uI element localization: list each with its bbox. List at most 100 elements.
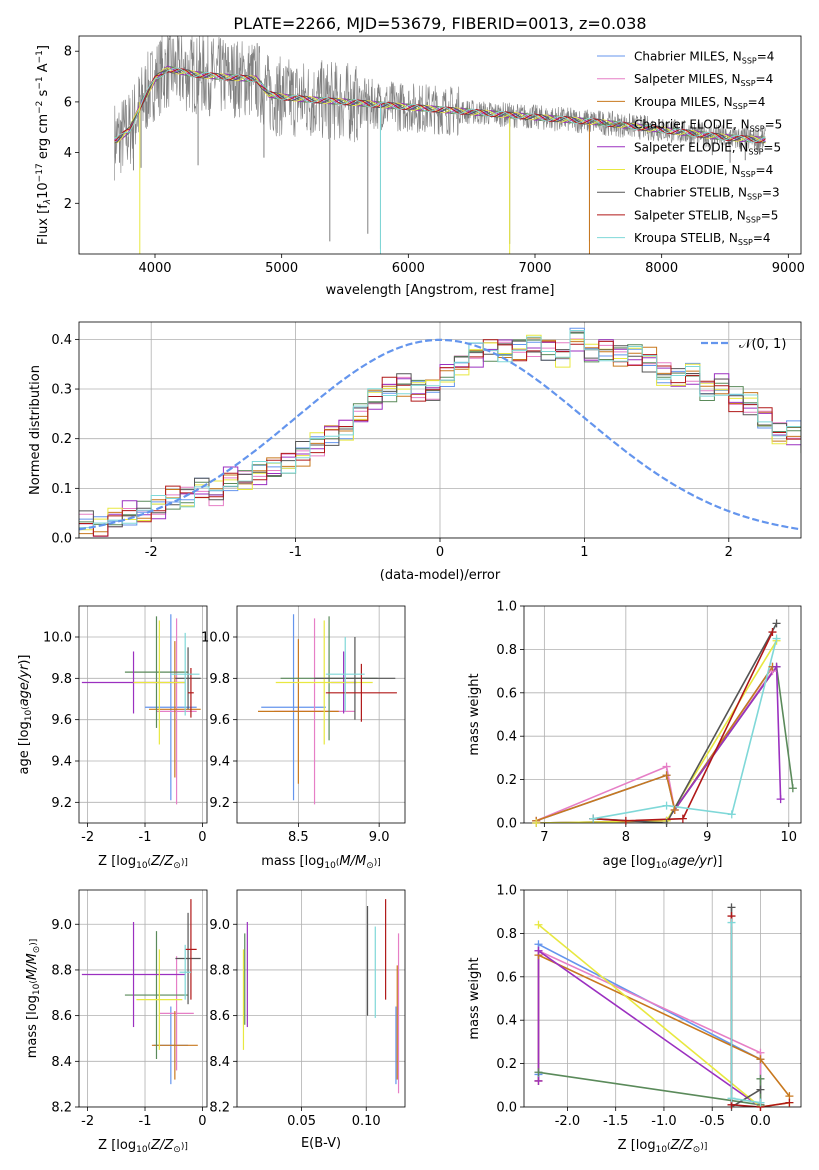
- plot-area: [237, 890, 405, 1107]
- y-tick-label: 0.1: [51, 482, 72, 497]
- x-tick-label: 5000: [265, 261, 298, 276]
- model-line-salpeter-stelib: [114, 68, 766, 143]
- axes-frame: [236, 605, 406, 824]
- legend-entry: Chabrier MILES, NSSP=4: [634, 50, 774, 66]
- y-tick-label: 4: [64, 146, 72, 161]
- y-tick-label: 8.4: [51, 1055, 72, 1070]
- x-tick-label: 0: [198, 1114, 206, 1129]
- axes-frame: [523, 605, 802, 824]
- y-tick-label: 9.2: [209, 796, 230, 811]
- y-tick-label: 1.0: [496, 884, 517, 899]
- plot-area: [524, 606, 801, 823]
- axes-age-vs-Z: -2 -1 0 9.2 9.4 9.6 9.8 10.0 Z [log10(Z/Z⊙)] age …: [17, 605, 208, 871]
- model-line-chabrier-stelib: [114, 69, 766, 144]
- plot-area: [79, 606, 207, 823]
- x-tick-label: -0.5: [700, 1114, 725, 1129]
- y-tick-label: 0.4: [51, 333, 72, 348]
- series-marker: [772, 619, 781, 628]
- y-tick-label: 0.8: [496, 643, 517, 658]
- y-axis-label: Flux [fλ10−17 erg cm−2 s−1 A−1]: [35, 45, 53, 245]
- x-tick-label: -1.0: [651, 1114, 676, 1129]
- y-tick-label: 0.6: [496, 970, 517, 985]
- axes-frame: [523, 889, 802, 1108]
- x-tick-label: -1.5: [603, 1114, 628, 1129]
- y-tick-label: 0.6: [496, 686, 517, 701]
- x-axis-label: Z [log10(Z/Z⊙)]: [98, 854, 188, 871]
- x-tick-label: 10: [781, 830, 798, 845]
- legend-entry: 𝒩(0, 1): [739, 337, 786, 352]
- x-tick-label: -2: [145, 545, 158, 560]
- y-tick-label: 9.0: [51, 918, 72, 933]
- series-marker: [776, 795, 785, 804]
- series-marker: [727, 1094, 736, 1103]
- y-axis-label: mass weight: [467, 957, 482, 1039]
- y-tick-label: 8.4: [209, 1055, 230, 1070]
- legend-entry: Salpeter MILES, NSSP=4: [634, 72, 773, 88]
- legend-entry: Chabrier ELODIE, NSSP=5: [634, 118, 782, 134]
- x-tick-label: 9.0: [369, 830, 390, 845]
- x-axis-label: mass [log10(M/M⊙)]: [261, 854, 381, 871]
- y-tick-label: 0.2: [496, 773, 517, 788]
- series-marker: [534, 920, 543, 929]
- y-tick-label: 9.6: [51, 713, 72, 728]
- x-tick-label: 0.10: [352, 1114, 381, 1129]
- axes-frame: [236, 889, 406, 1108]
- x-axis-label: E(B-V): [301, 1136, 341, 1151]
- y-tick-label: 9.4: [51, 755, 72, 770]
- series-marker: [589, 814, 598, 823]
- y-tick-label: 0.4: [496, 1014, 517, 1029]
- x-axis-label: Z [log10(Z/Z⊙)]: [98, 1138, 188, 1155]
- legend-entry: Kroupa ELODIE, NSSP=4: [634, 163, 773, 179]
- data-spectrum-line: [114, 36, 766, 181]
- legend-entry: Kroupa STELIB, NSSP=4: [634, 231, 771, 247]
- x-tick-label: 0.0: [750, 1114, 771, 1129]
- plot-area: [114, 36, 766, 254]
- gaussian-curve: [79, 338, 801, 531]
- y-tick-label: 8.6: [209, 1009, 230, 1024]
- series-marker: [756, 1055, 765, 1064]
- axes-mass-weight-vs-Z: -2.0 -1.5 -1.0 -0.5 0.0 0.0 0.2 0.4 0.6 0.8 1.0 Z […: [467, 884, 802, 1155]
- x-tick-label: 0: [198, 830, 206, 845]
- y-tick-label: 9.2: [51, 796, 72, 811]
- x-tick-label: 1: [580, 545, 588, 560]
- plot-area: [79, 890, 207, 1107]
- axes-frame: [78, 605, 208, 824]
- axes-spectrum: 4000 5000 6000 7000 8000 9000 2 4 6 8 Chabrier MIL…: [35, 35, 805, 298]
- y-tick-label: 8.8: [51, 963, 72, 978]
- series-marker: [727, 903, 736, 912]
- y-tick-label: 8.2: [209, 1101, 230, 1116]
- series-marker: [532, 819, 541, 827]
- series-marker: [678, 814, 687, 823]
- series-marker: [785, 1098, 794, 1107]
- y-axis-label: age [log10(age/yr)]: [17, 654, 34, 774]
- axes-residuals: -2 -1 0 1 2 0.0 0.1 0.2 0.3 0.4 𝒩(0, 1) (data-model…: [28, 321, 802, 583]
- y-tick-label: 0.2: [496, 1057, 517, 1072]
- x-tick-label: -2.0: [555, 1114, 580, 1129]
- series-marker: [621, 816, 630, 825]
- hist-step-kroupa-stelib: [79, 330, 801, 529]
- y-tick-label: 0.8: [496, 927, 517, 942]
- x-tick-label: 6000: [392, 261, 425, 276]
- axes-frame: [78, 35, 802, 255]
- axes-mass-weight-vs-age: 7 8 9 10 0.0 0.2 0.4 0.6 0.8 1.0 age [log10(age/yr…: [467, 600, 802, 871]
- y-tick-label: 1.0: [496, 600, 517, 615]
- x-tick-label: 8.5: [288, 830, 309, 845]
- y-tick-label: 10.0: [43, 631, 72, 646]
- y-tick-label: 8: [64, 45, 72, 60]
- axes-frame: [78, 321, 802, 539]
- y-tick-label: 8.6: [51, 1009, 72, 1024]
- x-tick-label: -1: [139, 830, 152, 845]
- x-tick-label: 4000: [138, 261, 171, 276]
- series-marker: [756, 1085, 765, 1094]
- y-tick-label: 9.8: [51, 672, 72, 687]
- axes-mass-vs-Z: -2 -1 0 8.2 8.4 8.6 8.8 9.0 Z [log10(Z/Z⊙)] mass …: [25, 889, 208, 1155]
- figure-title: PLATE=2266, MJD=53679, FIBERID=0013, z=0…: [233, 14, 646, 33]
- x-tick-label: 7000: [518, 261, 551, 276]
- plot-area: [237, 606, 405, 823]
- model-line-kroupa-stelib: [114, 67, 766, 143]
- series-marker: [534, 1076, 543, 1085]
- x-tick-label: -2: [81, 1114, 94, 1129]
- series-marker: [534, 946, 543, 955]
- series-marker: [662, 762, 671, 771]
